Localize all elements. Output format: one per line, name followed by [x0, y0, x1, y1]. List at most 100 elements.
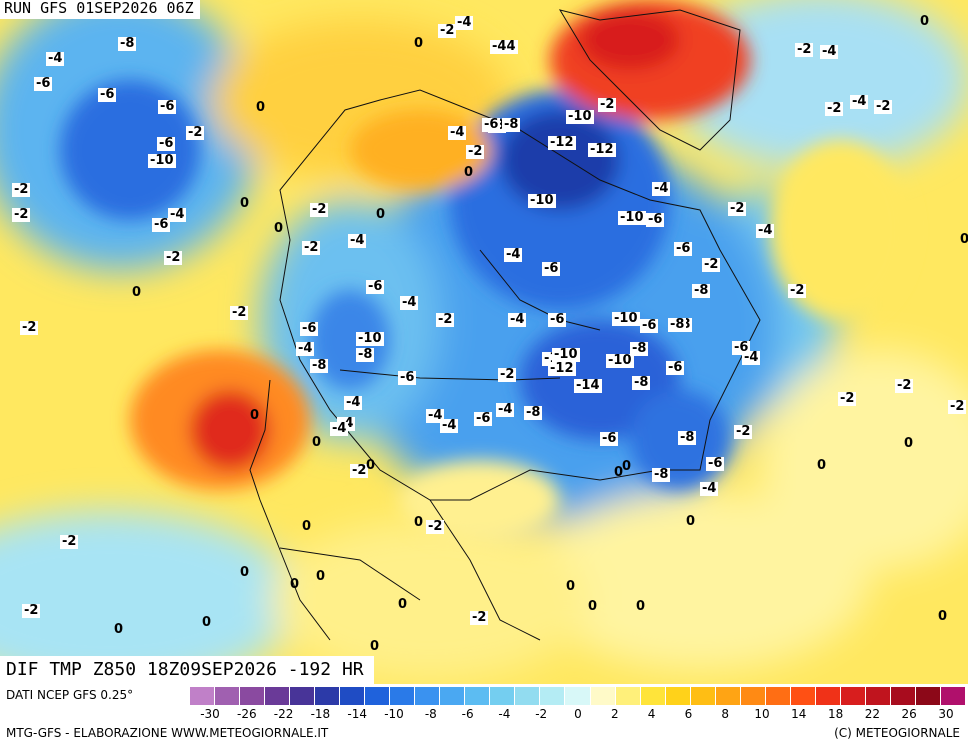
anomaly-value-label: -2: [734, 424, 753, 439]
anomaly-value-label: -2: [22, 603, 41, 618]
anomaly-value-label: -2: [60, 534, 79, 549]
anomaly-value-label: -2: [874, 99, 893, 114]
anomaly-value-label: -4: [455, 15, 474, 30]
anomaly-value-label: 0: [202, 615, 212, 630]
anomaly-value-label: -4: [168, 207, 187, 222]
anomaly-value-label: -4: [508, 312, 527, 327]
anomaly-value-label: -6: [646, 212, 665, 227]
anomaly-value-label: -12: [548, 135, 576, 150]
anomaly-value-label: 0: [250, 408, 260, 423]
legend-swatch: [240, 687, 266, 705]
legend-tick-label: -26: [236, 707, 257, 721]
anomaly-value-label: -2: [795, 42, 814, 57]
anomaly-value-label: -2: [788, 283, 807, 298]
legend-swatch: [940, 687, 966, 705]
footer: DATI NCEP GFS 0.25° -30 -26 -22 -18 -14 -10 -8…: [0, 684, 968, 745]
legend-tick-label: 18: [827, 707, 844, 721]
anomaly-value-label: -8: [678, 430, 697, 445]
legend-swatch: [215, 687, 241, 705]
anomaly-value-label: 0: [938, 609, 948, 624]
legend-tick-label: 14: [791, 707, 807, 721]
anomaly-value-label: -6: [157, 136, 176, 151]
legend-swatch: [465, 687, 491, 705]
anomaly-value-label: -2: [895, 378, 914, 393]
legend-tick-label: 6: [684, 707, 693, 721]
anomaly-value-label: -2: [598, 97, 617, 112]
anomaly-value-label: 0: [904, 436, 914, 451]
anomaly-value-label: -2: [838, 391, 857, 406]
anomaly-value-label: 0: [302, 519, 312, 534]
anomaly-value-label: 0: [398, 597, 408, 612]
anomaly-value-label: -2: [350, 463, 369, 478]
anomaly-value-label: -4: [348, 233, 367, 248]
legend-swatch: [790, 687, 816, 705]
legend-swatch: [815, 687, 841, 705]
anomaly-value-label: -2: [12, 182, 31, 197]
anomaly-value-label: -4: [46, 51, 65, 66]
anomaly-value-label: -6: [482, 117, 501, 132]
anomaly-value-label: -2: [310, 202, 329, 217]
credit-right: (C) METEOGIORNALE: [834, 726, 960, 740]
anomaly-value-label: -44: [490, 39, 518, 54]
coastlines: [249, 9, 761, 641]
anomaly-value-label: -8: [356, 347, 375, 362]
anomaly-value-label: -2: [426, 519, 445, 534]
anomaly-value-label: -4: [296, 341, 315, 356]
anomaly-value-label: -6: [158, 99, 177, 114]
anomaly-value-label: -4: [850, 94, 869, 109]
legend-swatch: [440, 687, 466, 705]
run-label: RUN GFS 01SEP2026 06Z: [0, 0, 200, 19]
anomaly-value-label: -4: [652, 181, 671, 196]
legend-swatch: [565, 687, 591, 705]
anomaly-value-label: -2: [302, 240, 321, 255]
anomaly-value-label: -8: [668, 317, 687, 332]
anomaly-value-label: -2: [186, 125, 205, 140]
anomaly-value-label: -4: [440, 418, 459, 433]
anomaly-value-label: -8: [310, 358, 329, 373]
anomaly-value-label: 0: [636, 599, 646, 614]
anomaly-value-label: -8: [118, 36, 137, 51]
anomaly-value-label: 0: [414, 36, 424, 51]
anomaly-value-label: 0: [566, 579, 576, 594]
anomaly-value-label: -2: [20, 320, 39, 335]
anomaly-value-label: 0: [316, 569, 326, 584]
legend-tick-label: 30: [938, 707, 954, 721]
anomaly-value-label: -6: [600, 431, 619, 446]
legend-swatch: [615, 687, 641, 705]
anomaly-value-label: -6: [474, 411, 493, 426]
legend-swatch: [315, 687, 341, 705]
anomaly-value-label: 0: [370, 639, 380, 654]
credit-left: MTG-GFS - ELABORAZIONE WWW.METEOGIORNALE…: [6, 726, 329, 740]
legend-tick-label: -10: [384, 707, 404, 721]
anomaly-value-label: 0: [414, 515, 424, 530]
color-legend: [190, 687, 966, 705]
legend-tick-label: 8: [721, 707, 730, 721]
legend-tick-label: -14: [347, 707, 367, 721]
legend-tick-label: -30: [200, 707, 220, 721]
anomaly-value-label: -2: [825, 101, 844, 116]
anomaly-value-label: -4: [820, 44, 839, 59]
legend-tick-label: 0: [574, 707, 582, 721]
anomaly-value-label: -8: [692, 283, 711, 298]
anomaly-value-label: 0: [588, 599, 598, 614]
legend-tick-label: -8: [424, 707, 437, 721]
anomaly-value-label: -2: [12, 207, 31, 222]
legend-swatch: [765, 687, 791, 705]
anomaly-value-label: 0: [614, 465, 624, 480]
anomaly-value-label: -6: [666, 360, 685, 375]
legend-swatch: [265, 687, 291, 705]
legend-swatch: [890, 687, 916, 705]
anomaly-value-label: -8: [502, 117, 521, 132]
anomaly-value-label: 0: [464, 165, 474, 180]
anomaly-value-label: -4: [756, 223, 775, 238]
anomaly-value-label: -12: [588, 142, 616, 157]
anomaly-value-label: -2: [230, 305, 249, 320]
anomaly-value-label: 0: [114, 622, 124, 637]
anomaly-value-label: -8: [632, 375, 651, 390]
anomaly-value-label: 0: [256, 100, 266, 115]
anomaly-value-label: -8: [524, 405, 543, 420]
legend-swatch: [515, 687, 541, 705]
anomaly-value-label: -10: [148, 153, 176, 168]
anomaly-value-label: -2: [438, 23, 457, 38]
legend-swatch: [340, 687, 366, 705]
